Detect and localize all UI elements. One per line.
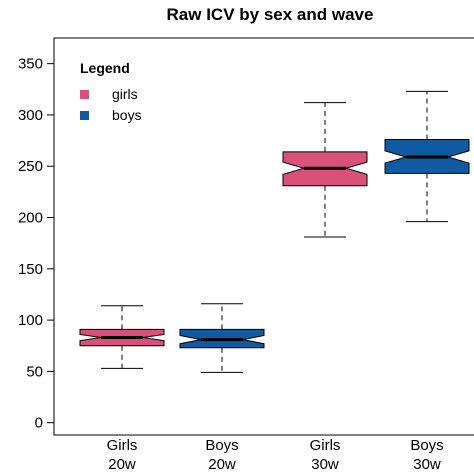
y-tick-label: 350: [18, 56, 43, 73]
chart-title: Raw ICV by sex and wave: [167, 5, 374, 24]
plot-frame: [53, 37, 474, 436]
x-tick-label-wave: 20w: [108, 456, 136, 473]
x-tick-label-group: Girls: [310, 437, 341, 454]
y-tick-label: 150: [18, 261, 43, 278]
x-tick-label-group: Boys: [205, 437, 238, 454]
y-axis: 0 50 100 150 200 250 300 350: [18, 56, 54, 432]
legend-label-girls: girls: [112, 86, 138, 102]
y-tick-label: 300: [18, 107, 43, 124]
legend-entries: girls boys: [80, 86, 142, 123]
box-girls-30w: [282, 102, 368, 238]
plot-border: [53, 37, 474, 436]
x-axis-labels: Girls 20w Boys 20w Girls 30w Boys 30w: [107, 437, 444, 473]
y-tick-label: 0: [35, 415, 43, 432]
box-boys-30w: [384, 90, 470, 223]
legend-swatch-girls: [80, 90, 89, 99]
box-boys-20w: [179, 303, 265, 373]
x-tick-label-wave: 30w: [413, 456, 441, 473]
y-tick-label: 250: [18, 158, 43, 175]
box-girls-20w: [79, 305, 165, 369]
y-tick-label: 100: [18, 312, 43, 329]
x-tick-label-wave: 20w: [208, 456, 236, 473]
legend-label-boys: boys: [112, 107, 142, 123]
x-tick-label-wave: 30w: [311, 456, 339, 473]
legend-swatch-boys: [80, 111, 89, 120]
box-series: [79, 90, 470, 373]
legend-title: Legend: [80, 60, 130, 76]
x-tick-label-group: Girls: [107, 437, 138, 454]
x-tick-label-group: Boys: [410, 437, 443, 454]
legend: Legend girls boys: [80, 60, 142, 123]
y-tick-label: 50: [26, 363, 43, 380]
y-tick-label: 200: [18, 210, 43, 227]
